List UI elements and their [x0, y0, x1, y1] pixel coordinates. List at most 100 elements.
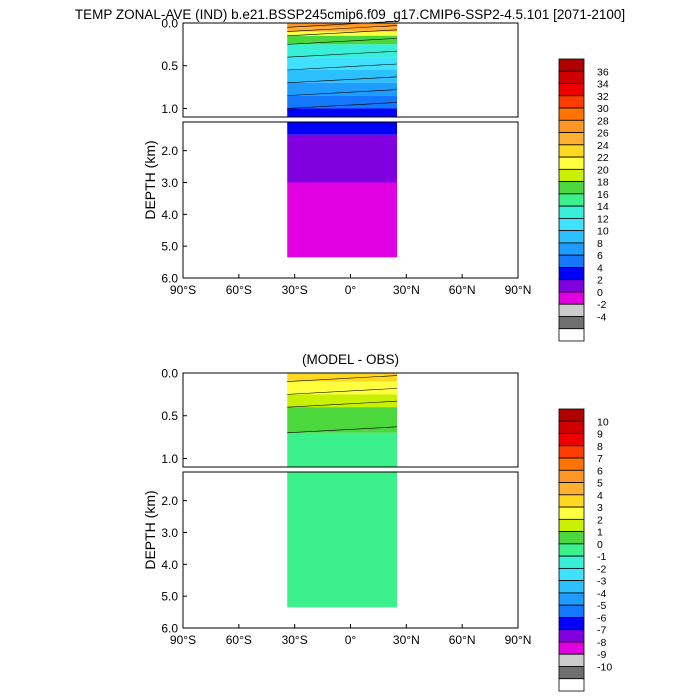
contour-line — [287, 76, 398, 84]
colorbar-label: -3 — [597, 576, 606, 588]
colorbar-label: 0 — [597, 539, 603, 551]
y-tick-label: 3.0 — [161, 526, 178, 540]
contour-line — [287, 102, 398, 109]
y-tick-label: 2.0 — [161, 494, 178, 508]
colorbar-swatch — [558, 433, 585, 447]
colorbar-swatch — [558, 494, 585, 508]
x-tick-label: 60°S — [226, 633, 252, 647]
depth-band — [287, 407, 398, 433]
contour-line — [287, 89, 398, 96]
depth-band — [287, 373, 398, 382]
colorbar-label: -6 — [597, 612, 606, 624]
depth-band — [287, 122, 398, 135]
upper-frame — [182, 372, 519, 468]
colorbar-label: 8 — [597, 238, 603, 250]
contour-line — [287, 400, 398, 408]
colorbar-label: 10 — [597, 416, 609, 428]
depth-band — [287, 57, 398, 70]
colorbar-swatch — [558, 291, 585, 305]
colorbar-swatch — [558, 518, 585, 533]
colorbar-label: 18 — [597, 177, 609, 189]
colorbar-label: 36 — [597, 66, 609, 78]
colorbar-label: -10 — [597, 661, 612, 673]
colorbar-label: 6 — [597, 465, 603, 477]
colorbar-swatch — [558, 107, 585, 121]
depth-band — [287, 394, 398, 408]
colorbar-swatch — [558, 70, 585, 84]
colorbar-swatch — [558, 156, 585, 170]
colorbar-label: -9 — [597, 649, 606, 661]
contour-line — [287, 29, 398, 37]
colorbar-label: 32 — [597, 91, 609, 103]
colorbar-swatch — [558, 580, 585, 594]
colorbar-swatch — [558, 83, 585, 97]
colorbar-label: -7 — [597, 625, 606, 637]
upper-frame — [182, 22, 519, 118]
colorbar-label: 2 — [597, 275, 603, 287]
colorbar-label: -8 — [597, 637, 606, 649]
colorbar-label: -2 — [597, 299, 606, 311]
colorbar-swatch — [558, 555, 585, 569]
colorbar-label: 9 — [597, 429, 603, 441]
colorbar-swatch — [558, 316, 585, 330]
y-ticks: 0.0 0.5 1.0 2.0 3.0 4.0 5.0 6.0 — [161, 17, 187, 286]
x-tick-label: 30°N — [393, 633, 420, 647]
colorbar-swatch — [558, 629, 585, 643]
contour-line — [287, 388, 398, 395]
y-tick-label: 0.5 — [161, 409, 178, 423]
contour-line — [287, 50, 398, 58]
colorbar-label: 28 — [597, 115, 609, 127]
colorbar-swatch — [558, 205, 585, 219]
y-tick-label: 5.0 — [161, 240, 178, 254]
x-tick-label: 60°N — [449, 283, 476, 297]
depth-band — [287, 70, 398, 83]
depth-band — [287, 44, 398, 58]
colorbar-label: 8 — [597, 441, 603, 453]
colorbar-swatch — [558, 617, 585, 631]
colorbar-swatch — [558, 303, 585, 317]
colorbar-label: 0 — [597, 287, 603, 299]
x-tick-label: 30°N — [393, 283, 420, 297]
y-ticks: 0.0 0.5 1.0 2.0 3.0 4.0 5.0 6.0 — [161, 367, 187, 636]
x-tick-label: 90°S — [170, 283, 196, 297]
x-tick-label: 30°S — [282, 283, 308, 297]
depth-band — [287, 432, 398, 467]
colorbar-swatch — [558, 328, 585, 342]
y-tick-label: 1.0 — [161, 452, 178, 466]
colorbar-swatch — [558, 168, 585, 183]
colorbar-swatch — [558, 242, 585, 256]
colorbar-label: 6 — [597, 250, 603, 262]
colorbar-label: 16 — [597, 189, 609, 201]
contour-line — [287, 38, 398, 45]
colorbar-label: 4 — [597, 262, 603, 274]
depth-band — [287, 182, 398, 258]
colorbar-label: 1 — [597, 527, 603, 539]
x-tick-label: 0° — [345, 633, 357, 647]
colorbar-label: 5 — [597, 478, 603, 490]
colorbar-swatch — [558, 506, 585, 520]
colorbar-swatch — [558, 217, 585, 232]
depth-band — [287, 108, 398, 117]
colorbar-swatch — [558, 666, 585, 680]
depth-band — [287, 472, 398, 533]
colorbar-swatch — [558, 408, 585, 422]
y-tick-label: 5.0 — [161, 590, 178, 604]
depth-band — [287, 23, 398, 28]
depth-band — [287, 134, 398, 183]
colorbar-label: -1 — [597, 551, 606, 563]
data-field — [287, 373, 398, 608]
data-field — [287, 20, 398, 258]
x-tick-label: 90°N — [505, 283, 532, 297]
x-ticks: 90°S 60°S 30°S 0° 30°N 60°N 90°N — [170, 274, 531, 297]
y-tick-label: 0.0 — [161, 17, 178, 31]
depth-band — [287, 82, 398, 96]
figure-title: TEMP ZONAL-AVE (IND) b.e21.BSSP245cmip6.… — [75, 7, 625, 22]
colorbar-swatch — [558, 531, 585, 545]
colorbar-swatch — [558, 254, 585, 268]
x-tick-label: 0° — [345, 283, 357, 297]
y-axis-label: DEPTH (km) — [142, 140, 158, 219]
colorbar-swatch — [558, 181, 585, 195]
